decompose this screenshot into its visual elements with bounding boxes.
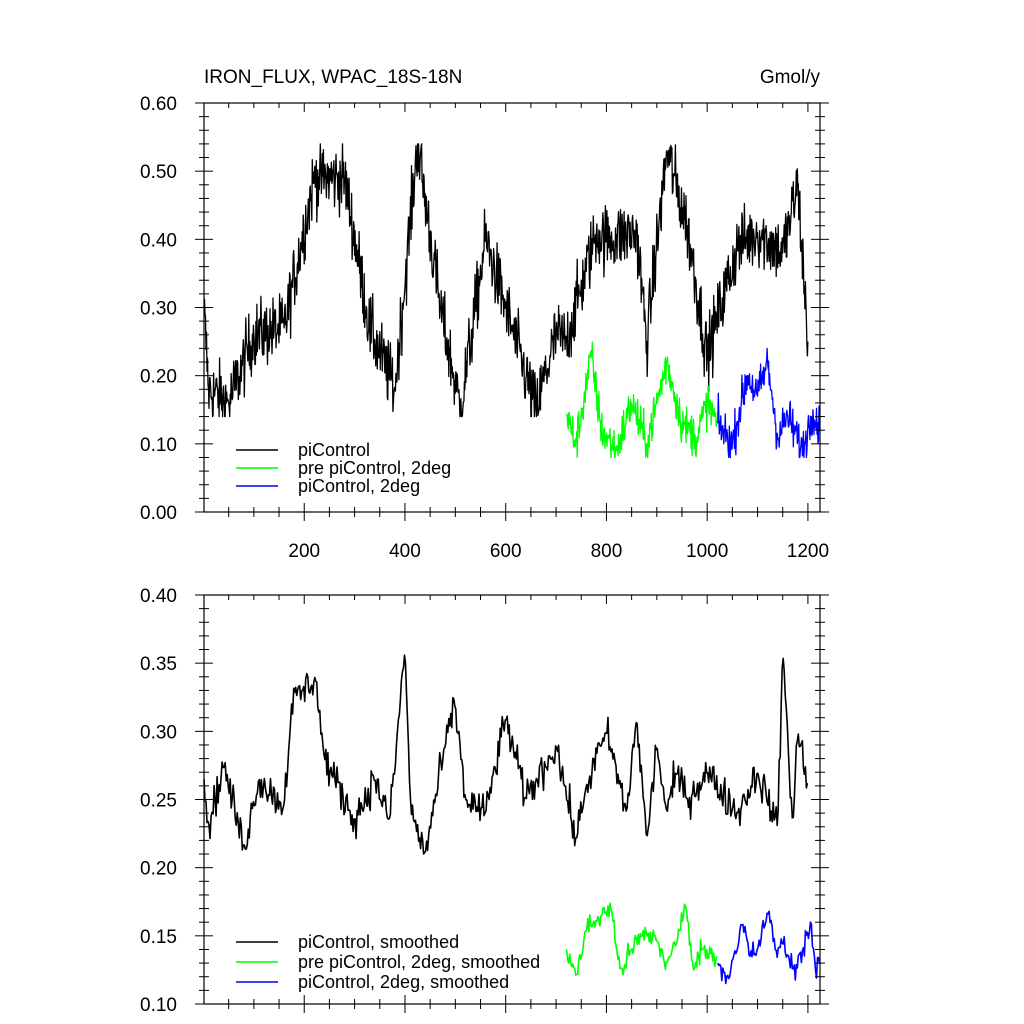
- top-panel: 200 400 600 800 1000 1200 0.00 0.10 0.20 0.30 0.40…: [140, 94, 829, 562]
- bottom-axes-layer: 0.10 0.15 0.20 0.25 0.30 0.35 0.40: [140, 586, 829, 1016]
- y-tick-label: 0.50: [140, 162, 177, 183]
- y-tick-label: 0.60: [140, 94, 177, 115]
- y-tick-label: 0.10: [140, 435, 177, 456]
- top-series-layer: [203, 143, 821, 459]
- x-tick-label: 800: [591, 541, 623, 562]
- legend-label: pre piControl, 2deg, smoothed: [298, 952, 540, 972]
- x-tick-label: 1000: [686, 541, 728, 562]
- y-tick-label: 0.40: [140, 586, 177, 607]
- bottom-panel: 0.10 0.15 0.20 0.25 0.30 0.35 0.40 piControl, …: [140, 586, 829, 1016]
- y-tick-label: 0.35: [140, 654, 177, 675]
- y-tick-label: 0.00: [140, 503, 177, 524]
- bottom-series-line-2: [717, 910, 821, 985]
- legend-label: piControl, 2deg, smoothed: [298, 972, 509, 992]
- y-tick-label: 0.15: [140, 927, 177, 948]
- y-tick-label: 0.30: [140, 299, 177, 320]
- legend-label: pre piControl, 2deg: [298, 458, 451, 478]
- y-tick-label: 0.20: [140, 367, 177, 388]
- bottom-series-line-0: [203, 654, 809, 855]
- y-tick-label: 0.10: [140, 995, 177, 1016]
- top-series-line-1: [565, 341, 718, 459]
- top-series-line-2: [717, 347, 821, 459]
- x-tick-label: 200: [288, 541, 320, 562]
- bottom-series-line-1: [565, 902, 718, 977]
- x-tick-label: 400: [389, 541, 421, 562]
- legend-label: piControl: [298, 440, 370, 460]
- y-tick-label: 0.20: [140, 859, 177, 880]
- x-tick-label: 1200: [787, 541, 829, 562]
- chart-units: Gmol/y: [760, 67, 821, 88]
- chart-title: IRON_FLUX, WPAC_18S-18N: [204, 67, 462, 88]
- y-tick-label: 0.40: [140, 230, 177, 251]
- bottom-series-layer: [203, 654, 821, 985]
- legend-label: piControl, 2deg: [298, 476, 420, 496]
- top-series-line-0: [203, 143, 809, 418]
- legend-label: piControl, smoothed: [298, 932, 459, 952]
- y-tick-label: 0.25: [140, 791, 177, 812]
- y-tick-label: 0.30: [140, 722, 177, 743]
- x-tick-label: 600: [490, 541, 522, 562]
- top-axes-layer: 200 400 600 800 1000 1200 0.00 0.10 0.20 0.30 0.40…: [140, 94, 829, 562]
